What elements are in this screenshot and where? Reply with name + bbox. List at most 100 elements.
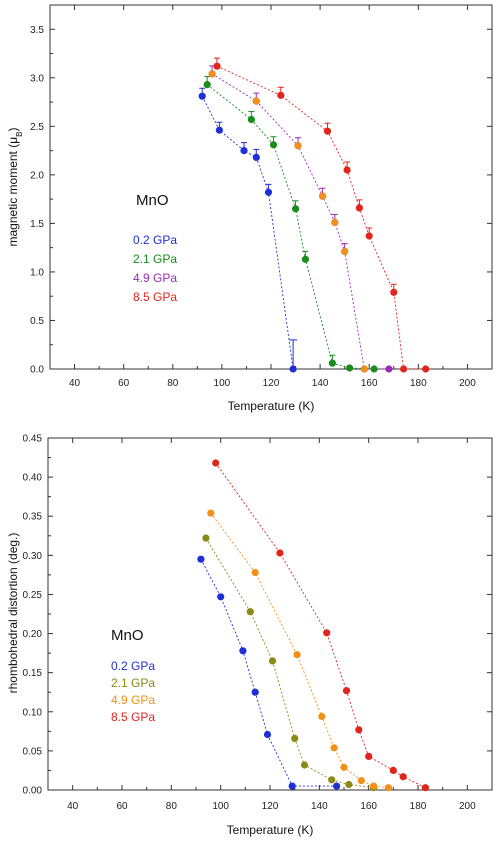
distortion-series-line [215,462,426,789]
moment-data-point [328,359,336,367]
moment-y-tick-label: 3.0 [30,73,44,84]
moment-data-point [390,288,398,296]
moment-data-point [301,255,309,263]
moment-y-tick-label: 2.0 [30,170,44,181]
moment-y-axis-title-main: magnetic moment (μ [6,137,20,247]
moment-data-point [323,127,332,135]
distortion-data-point [342,687,351,695]
distortion-x-axis-title: Temperature (K) [227,823,314,837]
distortion-legend-entry: 0.2 GPa [111,659,155,673]
distortion-x-tick-label: 100 [212,801,229,812]
moment-x-tick-label: 160 [361,378,378,389]
moment-data-point [277,91,285,99]
moment-series-line [216,65,426,370]
distortion-y-tick-label: 0.45 [23,434,43,445]
moment-data-point [215,126,223,134]
distortion-data-point [328,776,336,784]
moment-y-tick-label: 1.5 [30,219,44,230]
moment-data-point [240,147,248,155]
moment-data-point [247,115,255,124]
moment-data-point [208,70,216,78]
distortion-series-line [210,512,389,789]
moment-data-point [400,365,408,373]
moment-data-point [370,365,378,373]
moment-plot-area [198,57,430,373]
distortion-y-axis-title: rhombohedral distortion (deg.) [6,533,20,694]
distortion-data-point [389,766,397,775]
distortion-x-tick-label: 60 [116,801,128,812]
moment-x-tick-label: 120 [263,378,280,389]
distortion-y-tick-label: 0.40 [23,473,43,484]
moment-series-line [201,95,294,370]
distortion-y-tick-label: 0.10 [23,707,43,718]
distortion-series-line [200,558,337,787]
distortion-data-point [333,782,341,790]
distortion-y-tick-label: 0.05 [23,746,43,757]
distortion-data-point [291,734,299,743]
distortion-data-point [399,773,407,781]
distortion-data-point [251,568,259,577]
distortion-y-tick-label: 0.00 [23,786,43,797]
moment-x-tick-label: 180 [410,378,427,389]
distortion-data-point [384,784,392,792]
distortion-x-tick-label: 180 [410,801,427,812]
distortion-data-point [370,782,378,790]
moment-legend-entry: 0.2 GPa [133,233,177,247]
distortion-data-point [246,608,254,616]
moment-y-tick-label: 0.5 [30,316,44,327]
moment-data-point [292,205,300,213]
moment-legend-entry: 4.9 GPa [133,271,177,285]
moment-x-tick-label: 40 [69,378,81,389]
distortion-data-point [239,647,247,655]
moment-data-point [355,204,363,212]
moment-x-tick-label: 60 [118,378,130,389]
distortion-data-point [212,459,220,467]
distortion-data-point [355,726,363,734]
distortion-data-point [300,761,309,769]
moment-y-tick-label: 3.5 [30,25,44,36]
distortion-x-tick-label: 40 [67,801,79,812]
distortion-y-tick-label: 0.20 [23,629,43,640]
moment-panel: 40 60 80 100 120 140 160 180 200 0.0 0.5 1.0 1.5 2.0… [6,4,493,413]
moment-data-point [346,364,354,372]
moment-data-point [213,62,221,70]
distortion-plot-area [197,459,429,792]
distortion-series-line [205,537,374,789]
moment-series-line [211,73,389,370]
moment-y-tick-label: 0.0 [30,365,44,376]
distortion-data-point [340,763,348,771]
distortion-data-point [263,730,272,739]
distortion-data-point [202,534,210,542]
distortion-legend-entry: 2.1 GPa [111,676,155,690]
distortion-data-point [293,651,301,659]
moment-plot-frame [49,4,493,370]
moment-y-axis-title: magnetic moment (μB) [6,128,24,247]
distortion-x-tick-label: 140 [311,801,328,812]
distortion-legend-entry: 4.9 GPa [111,693,155,707]
distortion-y-tick-label: 0.35 [23,512,43,523]
moment-legend: 0.2 GPa 2.1 GPa 4.9 GPa 8.5 GPa [133,233,177,304]
distortion-data-point [323,629,331,637]
moment-data-point [203,81,211,89]
moment-annotation: MnO [136,192,169,209]
moment-series-line [206,84,375,370]
moment-x-axis-title: Temperature (K) [228,399,315,413]
distortion-legend: 0.2 GPa 2.1 GPa 4.9 GPa 8.5 GPa [111,659,155,724]
moment-data-point [365,232,373,240]
moment-data-point [264,188,273,196]
moment-data-point [294,142,302,150]
distortion-y-tick-label: 0.30 [23,551,43,562]
moment-y-tick-label: 2.5 [30,122,44,133]
moment-data-point [319,192,327,200]
moment-data-point [252,97,260,105]
distortion-data-point [207,509,215,517]
distortion-panel: 40 60 80 100 120 140 160 180 200 0.00 0.05 0.10 0.1… [6,434,493,837]
moment-y-axis-title-end: ) [6,128,20,132]
distortion-y-tick-label: 0.25 [23,590,43,601]
moment-x-tick-label: 200 [459,378,476,389]
distortion-x-tick-label: 200 [459,801,476,812]
distortion-data-point [268,657,277,665]
moment-y-ticks: 0.0 0.5 1.0 1.5 2.0 2.5 3.0 3.5 [30,25,492,376]
moment-x-tick-label: 140 [312,378,329,389]
